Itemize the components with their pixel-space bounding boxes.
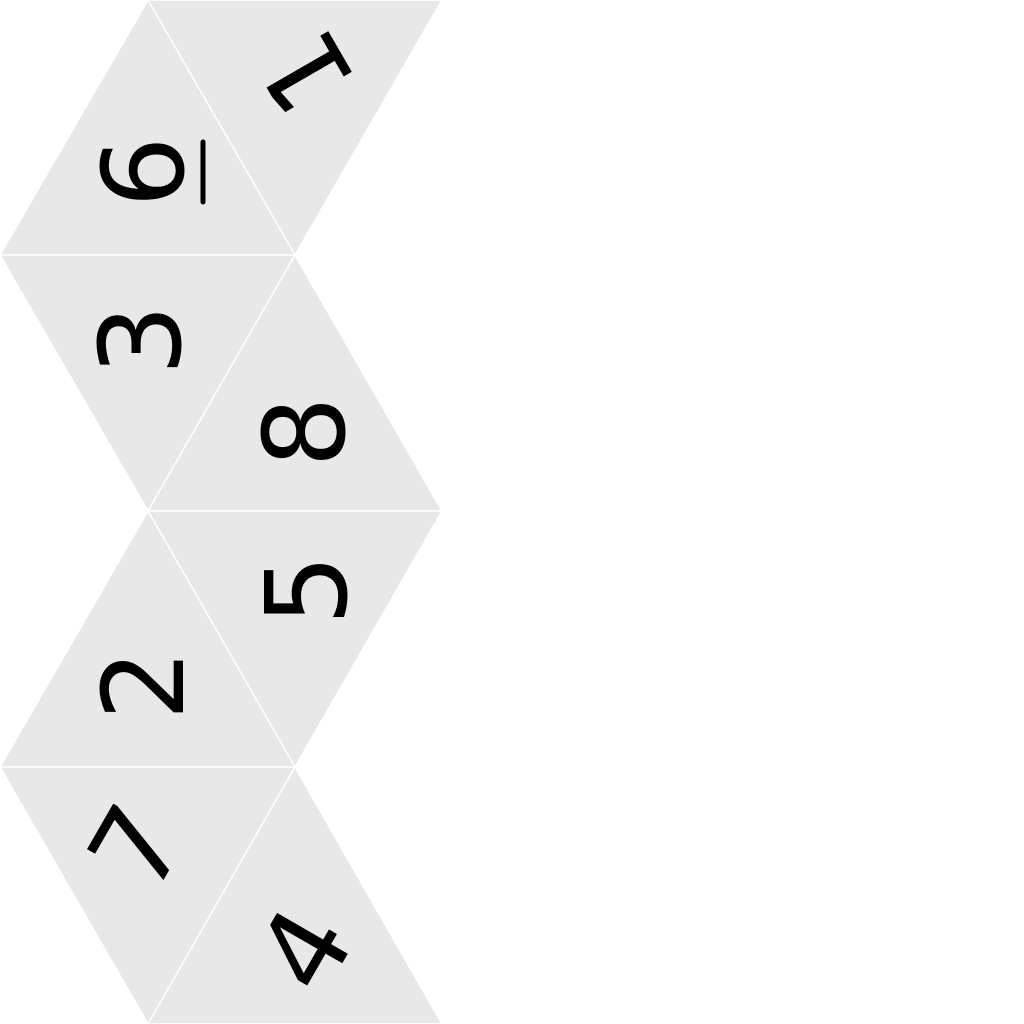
- face-8-label: 8: [241, 396, 371, 467]
- face-7: 7: [0, 766, 296, 1024]
- face-1: 1: [147, 0, 443, 256]
- face-4-triangle: [147, 766, 443, 1024]
- face-6-label: 6: [80, 136, 210, 207]
- face-3-label: 3: [77, 304, 207, 375]
- face-4: 4: [147, 766, 443, 1024]
- face-5-label: 5: [243, 554, 373, 625]
- face-8: 8: [147, 254, 443, 512]
- face-5: 5: [147, 510, 443, 768]
- face-6: 6: [0, 0, 296, 256]
- face-2-label: 2: [80, 649, 210, 720]
- face-3: 3: [0, 254, 296, 512]
- face-2: 2: [0, 510, 296, 768]
